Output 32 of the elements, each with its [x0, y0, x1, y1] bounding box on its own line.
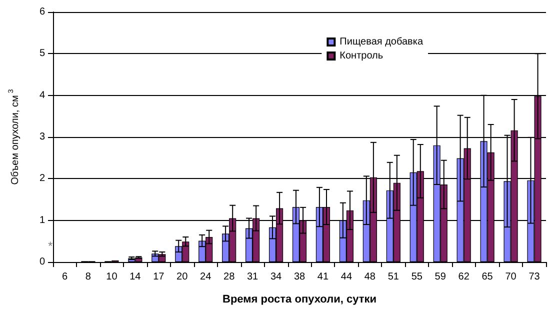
x-tick-label: 62	[458, 272, 470, 282]
x-tick-label: 59	[434, 272, 446, 282]
y-tick-label: 3	[39, 132, 46, 142]
x-tick-label: 70	[505, 272, 517, 282]
legend-label: Пищевая добавка	[340, 36, 424, 48]
x-tick-label: 6	[62, 272, 68, 282]
y-tick-label: 1	[39, 214, 46, 226]
x-tick-label: 20	[176, 272, 188, 282]
x-tick-label: 51	[388, 272, 400, 282]
x-tick-label: 34	[270, 272, 282, 282]
y-tick-label: 5	[39, 48, 46, 60]
x-tick-label: 65	[482, 272, 494, 282]
y-tick-label: 0	[39, 256, 46, 268]
x-tick-label: 17	[153, 272, 165, 282]
x-tick-label: 44	[340, 272, 352, 282]
text: *	[48, 239, 53, 253]
x-tick-label: 38	[294, 272, 306, 282]
x-tick-label: 10	[106, 272, 118, 282]
y-tick-label: 6	[39, 6, 46, 18]
x-axis-title: Время роста опухоли, сутки	[222, 294, 377, 306]
x-tick-label: 41	[317, 272, 329, 282]
x-tick-label: 31	[246, 272, 259, 282]
legend-label: Контроль	[340, 50, 384, 62]
x-tick-label: 14	[130, 272, 142, 282]
x-tick-label: 48	[364, 272, 376, 282]
y-tick-label: 2	[39, 173, 46, 184]
x-tick-label: 73	[528, 272, 540, 282]
x-tick-label: 28	[224, 272, 236, 282]
x-tick-label: 8	[85, 272, 92, 282]
x-tick-label: 24	[200, 272, 212, 282]
x-tick-label: 55	[411, 272, 423, 282]
y-tick-label: 4	[39, 90, 46, 101]
